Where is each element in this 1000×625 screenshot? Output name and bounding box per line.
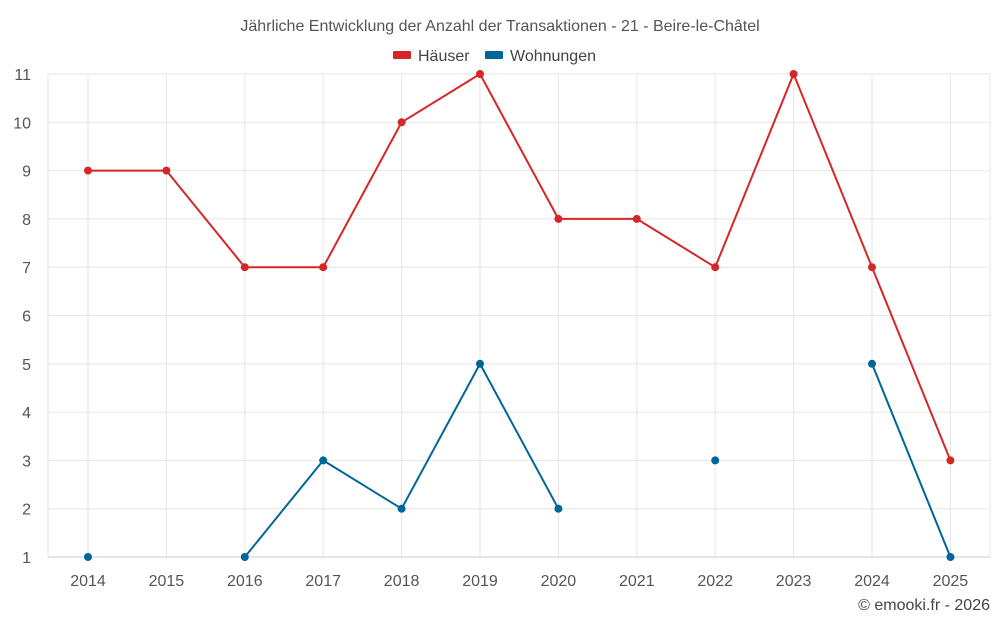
x-tick-label: 2021 bbox=[619, 573, 655, 590]
series-wohnungen bbox=[84, 359, 955, 561]
data-point[interactable] bbox=[319, 263, 328, 272]
data-point[interactable] bbox=[554, 504, 563, 513]
legend-label[interactable]: Wohnungen bbox=[510, 48, 596, 65]
y-tick-label: 6 bbox=[22, 309, 31, 326]
legend-label[interactable]: Häuser bbox=[418, 48, 470, 65]
y-tick-label: 5 bbox=[22, 357, 31, 374]
y-tick-label: 3 bbox=[22, 453, 31, 470]
y-tick-label: 1 bbox=[22, 550, 31, 567]
data-point[interactable] bbox=[476, 359, 484, 368]
x-tick-label: 2020 bbox=[541, 573, 577, 590]
data-point[interactable] bbox=[397, 118, 406, 127]
data-point[interactable] bbox=[946, 553, 955, 561]
series-line bbox=[871, 363, 952, 558]
x-tick-label: 2014 bbox=[70, 573, 106, 590]
data-point[interactable] bbox=[84, 553, 92, 561]
data-point[interactable] bbox=[397, 504, 406, 513]
y-tick-label: 10 bbox=[13, 115, 31, 132]
y-tick-label: 2 bbox=[22, 502, 31, 519]
x-tick-label: 2022 bbox=[697, 573, 733, 590]
y-tick-label: 9 bbox=[22, 164, 31, 181]
data-point[interactable] bbox=[632, 214, 641, 223]
data-point[interactable] bbox=[240, 263, 249, 272]
x-tick-label: 2015 bbox=[149, 573, 185, 590]
series-line bbox=[88, 73, 952, 461]
data-point[interactable] bbox=[319, 456, 328, 465]
credit-text: © emooki.fr - 2026 bbox=[858, 597, 990, 614]
data-point[interactable] bbox=[946, 456, 955, 465]
series-haeuser bbox=[84, 70, 955, 465]
x-tick-label: 2024 bbox=[854, 573, 890, 590]
data-point[interactable] bbox=[789, 70, 798, 78]
axes: 1 2 3 4 5 6 7 8 9 10 11 2014 2015 2016 2017 2018 2019 202… bbox=[13, 67, 990, 590]
data-point[interactable] bbox=[84, 166, 92, 175]
legend-swatch bbox=[393, 51, 411, 59]
x-tick-label: 2018 bbox=[384, 573, 420, 590]
data-point[interactable] bbox=[240, 553, 249, 561]
y-tick-label: 11 bbox=[14, 67, 31, 84]
data-point[interactable] bbox=[476, 70, 484, 78]
x-tick-label: 2025 bbox=[933, 573, 969, 590]
x-tick-label: 2017 bbox=[305, 573, 341, 590]
data-point[interactable] bbox=[162, 166, 171, 175]
grid bbox=[47, 73, 991, 558]
data-point[interactable] bbox=[554, 214, 563, 223]
y-tick-label: 8 bbox=[22, 212, 31, 229]
data-point[interactable] bbox=[868, 263, 876, 272]
data-point[interactable] bbox=[868, 359, 876, 368]
y-tick-label: 7 bbox=[22, 260, 31, 277]
y-tick-label: 4 bbox=[22, 405, 31, 422]
data-point[interactable] bbox=[711, 263, 720, 272]
legend-swatch bbox=[485, 51, 503, 59]
legend: Häuser Wohnungen bbox=[393, 48, 596, 65]
x-tick-label: 2019 bbox=[462, 573, 498, 590]
data-point[interactable] bbox=[711, 456, 720, 465]
chart-title: Jährliche Entwicklung der Anzahl der Tra… bbox=[240, 18, 759, 35]
x-tick-label: 2016 bbox=[227, 573, 263, 590]
x-tick-label: 2023 bbox=[776, 573, 812, 590]
series-layer bbox=[84, 70, 955, 561]
